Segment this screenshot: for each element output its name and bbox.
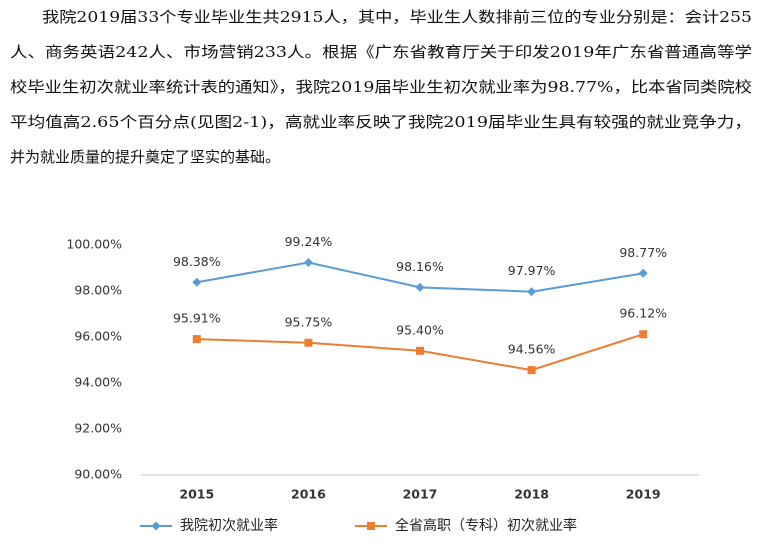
paragraph-line: 平均值高2.65个百分点(见图2-1)，高就业率反映了我院2019届毕业生具有较… (10, 113, 752, 131)
data-point (415, 282, 425, 292)
data-point (192, 335, 201, 344)
y-tick-label: 96.00% (74, 329, 122, 344)
paragraph-line: 我院2019届33个专业毕业生共2915人，其中，毕业生人数排前三位的专业分别是… (42, 8, 752, 26)
legend-label: 我院初次就业率 (180, 517, 278, 534)
legend-marker (367, 522, 375, 530)
data-point (527, 287, 537, 297)
x-tick-label: 2017 (403, 487, 438, 502)
data-point (416, 346, 424, 355)
data-point (638, 268, 648, 278)
data-point (303, 257, 313, 267)
data-label: 95.91% (173, 311, 221, 326)
data-point (192, 277, 202, 287)
data-label: 98.77% (619, 245, 667, 260)
data-label: 98.16% (396, 259, 444, 274)
paragraph-line: 并为就业质量的提升奠定了坚实的基础。 (10, 148, 280, 166)
x-tick-label: 2015 (179, 487, 214, 502)
data-label: 98.38% (173, 254, 221, 269)
data-label: 94.56% (508, 342, 556, 357)
data-label: 95.40% (396, 322, 444, 337)
data-label: 95.75% (285, 314, 333, 329)
y-tick-label: 92.00% (74, 421, 122, 436)
data-label: 99.24% (285, 234, 333, 249)
x-tick-label: 2016 (291, 487, 326, 502)
data-label: 96.12% (619, 306, 667, 321)
paragraph-line: 校毕业生初次就业率统计表的通知》，我院2019届毕业生初次就业率为98.77%，… (10, 78, 752, 96)
y-tick-label: 100.00% (66, 237, 122, 252)
legend-label: 全省高职（专科）初次就业率 (395, 517, 577, 534)
x-tick-label: 2018 (514, 487, 549, 502)
y-tick-label: 90.00% (74, 467, 122, 482)
legend-marker (151, 521, 161, 531)
y-tick-label: 94.00% (74, 375, 122, 390)
y-tick-label: 98.00% (74, 283, 122, 298)
x-tick-label: 2019 (626, 487, 661, 502)
paragraph-line: 人、商务英语242人、市场营销233人。根据《广东省教育厅关于印发2019年广东… (10, 43, 752, 61)
data-label: 97.97% (508, 263, 556, 278)
data-point (304, 338, 313, 347)
data-point (527, 366, 536, 375)
data-point (639, 330, 648, 339)
